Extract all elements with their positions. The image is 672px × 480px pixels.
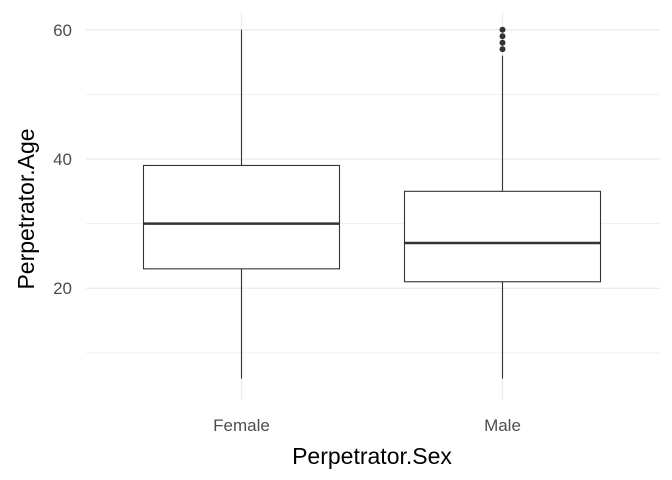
x-axis-title: Perpetrator.Sex [292, 443, 452, 469]
box-female [142, 29, 341, 379]
outlier-point [499, 39, 506, 46]
x-tick-labels: Female Male [213, 416, 521, 435]
y-tick-label: 60 [53, 21, 72, 40]
y-axis-title: Perpetrator.Age [13, 128, 39, 289]
box-male [403, 26, 602, 379]
outlier-point [499, 26, 506, 33]
outlier-point [499, 33, 506, 40]
x-tick-label: Male [484, 416, 521, 435]
y-tick-label: 40 [53, 150, 72, 169]
box-body [403, 190, 602, 283]
box-body [142, 164, 341, 270]
plot-layer [142, 26, 602, 379]
y-tick-labels: 20 40 60 [53, 21, 72, 298]
outlier-point [499, 46, 506, 53]
x-tick-label: Female [213, 416, 270, 435]
y-tick-label: 20 [53, 279, 72, 298]
